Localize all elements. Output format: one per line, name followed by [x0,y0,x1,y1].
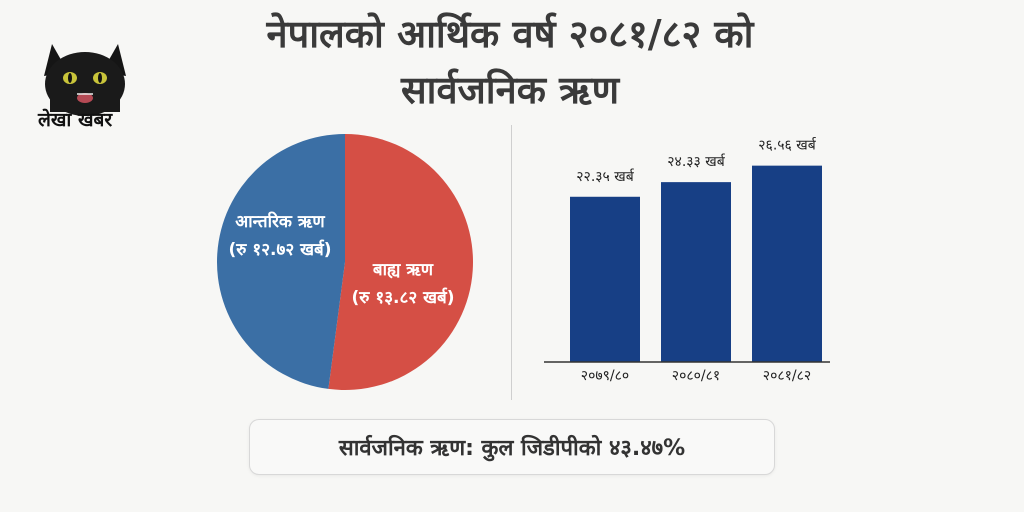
pie-label-internal: आन्तरिक ऋण [235,211,325,232]
page-title-line-2: सार्वजनिक ऋण [400,68,620,112]
summary-box: सार्वजनिक ऋण: कुल जिडीपीको ४३.४७% [249,419,775,475]
bar-2 [661,182,731,362]
bar-value-label-3: २६.५६ खर्ब [758,137,816,154]
x-tick-label-2: २०८०/८१ [672,368,720,384]
pie-value-internal: (रु १२.७२ खर्ब) [229,239,332,260]
logo-text: लेखा खबर [38,109,113,131]
black-cat-icon [44,44,126,116]
pie-slice-external [328,134,473,390]
x-tick-label-3: २०८१/८२ [763,368,811,384]
pie-chart: आन्तरिक ऋण (रु १२.७२ खर्ब) बाह्य ऋण (रु … [217,134,473,390]
bar-value-label-1: २२.३५ खर्ब [576,168,634,185]
page-title-line-1: नेपालको आर्थिक वर्ष २०८१/८२ को [266,12,754,56]
bar-value-label-2: २४.३३ खर्ब [667,153,725,170]
pie-label-external: बाह्य ऋण [372,260,434,280]
bar-chart: २२.३५ खर्ब २०७९/८० २४.३३ खर्ब २०८०/८१ २६.५६ … [544,137,830,384]
x-tick-label-1: २०७९/८० [581,368,629,384]
bar-3 [752,165,822,362]
pie-value-external: (रु १३.८२ खर्ब) [352,287,455,308]
bar-1 [570,196,640,362]
summary-text: सार्वजनिक ऋण: कुल जिडीपीको ४३.४७% [338,436,686,461]
pie-slice-internal [217,134,345,389]
divider [511,125,512,400]
